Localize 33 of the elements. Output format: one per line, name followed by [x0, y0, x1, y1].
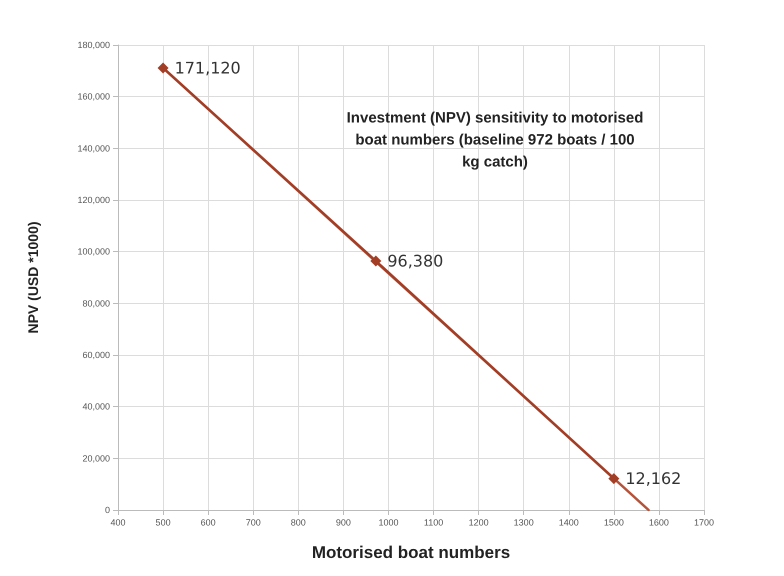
- y-tick-label: 0: [104, 505, 110, 515]
- x-tick-label: 1600: [648, 518, 669, 528]
- point: [158, 62, 169, 74]
- y-tick-label: 20,000: [82, 453, 110, 464]
- text: Investment (NPV) sensitivity to motorised boat numbers (baseline 972 boats / 100 kg catch): [346, 110, 644, 170]
- y-tick-label: 60,000: [82, 350, 110, 360]
- y-axis-title: NPV (USD *1000): [25, 221, 41, 334]
- point: [608, 473, 620, 484]
- x-tick-label: 700: [246, 518, 261, 528]
- y-tick-label: 40,000: [82, 402, 110, 412]
- x-tick-label: 900: [336, 518, 351, 528]
- y-tick-label: 100,000: [77, 246, 110, 257]
- data-label: 12,162: [625, 469, 682, 488]
- x-tick-label: 1400: [558, 518, 579, 528]
- y-tick-label: 80,000: [82, 298, 110, 308]
- x-axis-title: Motorised boat numbers: [312, 543, 510, 562]
- x-tick-label: 400: [110, 518, 126, 528]
- data-label: 171,120: [174, 58, 241, 78]
- y-tick-label: 120,000: [77, 195, 110, 205]
- y-tick-label: 180,000: [77, 40, 110, 50]
- x-tick-label: 500: [156, 518, 171, 528]
- x-tick-label: 1200: [468, 518, 489, 528]
- point: [370, 256, 382, 267]
- y-tick-label: 140,000: [77, 143, 110, 154]
- x-tick-label: 800: [290, 518, 306, 528]
- x-tick-label: 1500: [604, 518, 624, 528]
- data-label: 96,380: [387, 252, 444, 271]
- y-tick-label: 160,000: [77, 92, 110, 102]
- x-tick-label: 600: [200, 518, 216, 528]
- x-tick-label: 1300: [514, 518, 534, 528]
- x-tick-label: 1700: [694, 518, 714, 528]
- x-tick-label: 1100: [424, 518, 444, 528]
- x-tick-label: 1000: [378, 518, 398, 528]
